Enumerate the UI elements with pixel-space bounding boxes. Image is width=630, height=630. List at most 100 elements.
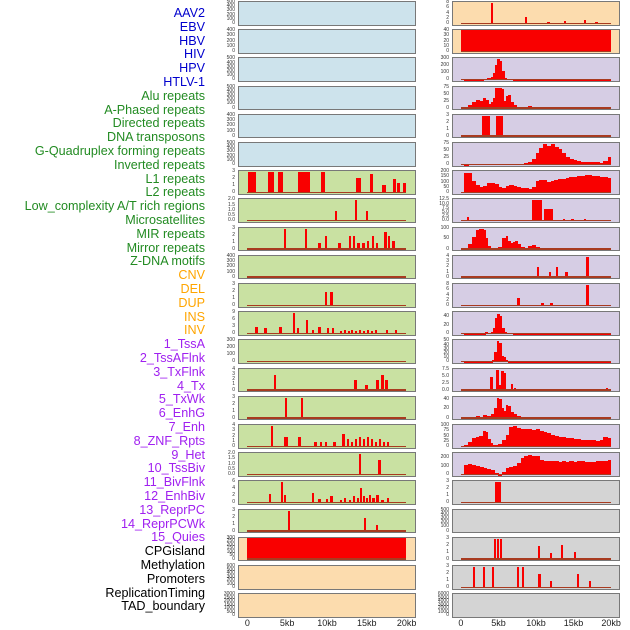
y-tick-label: 6 (446, 4, 449, 11)
track-label-DNA transposons: DNA transposons (106, 130, 205, 145)
zero-baseline (460, 389, 611, 391)
area-slice (490, 442, 494, 448)
area-slice (483, 97, 486, 109)
area-slice (577, 439, 582, 448)
area-slice (492, 72, 496, 81)
area-slice (550, 144, 555, 166)
y-tick-label: 300 (226, 337, 235, 344)
data-bar (318, 327, 321, 335)
data-bar (279, 327, 282, 335)
y-tick-label: 200 (440, 168, 449, 175)
area-slice (539, 431, 544, 448)
area-slice (531, 186, 537, 194)
area-slice (507, 241, 511, 250)
y-tick-label: 30 (443, 345, 449, 352)
area-slice (483, 415, 488, 419)
area-slice (528, 188, 533, 194)
data-bar (543, 208, 554, 222)
area-slice (485, 238, 489, 250)
track-chart-7_Enh (452, 226, 620, 252)
area-slice (498, 399, 502, 419)
area-slice (509, 184, 514, 194)
data-bar (330, 292, 333, 307)
data-bar (375, 242, 379, 250)
area-slice (588, 462, 593, 476)
y-tick-label: 40 (443, 27, 449, 34)
data-bar (311, 492, 315, 504)
area-slice (524, 428, 529, 448)
data-bar (394, 329, 398, 335)
track-label-Low_complexity A/T rich regions: Low_complexity A/T rich regions (24, 199, 205, 214)
y-tick-label: 1 (232, 407, 235, 414)
zero-baseline (247, 219, 407, 222)
area-slice (588, 439, 593, 448)
zero-baseline (460, 304, 611, 307)
y-tick-label: 40 (443, 341, 449, 348)
area-slice (577, 160, 582, 166)
y-tick-label: 2 (232, 231, 235, 238)
track-label-CNV: CNV (178, 268, 205, 283)
y-tick-label: 300 (226, 92, 235, 98)
track-chart-11_BivFlnk (452, 339, 620, 364)
data-bar (264, 328, 267, 335)
area-slice (565, 437, 570, 448)
y-tick-label: 1.0 (228, 460, 235, 467)
area-slice (573, 461, 578, 476)
data-bar (524, 16, 528, 25)
area-slice (520, 458, 525, 476)
area-slice (546, 461, 552, 476)
area-slice (565, 177, 570, 194)
data-bar (320, 172, 325, 194)
y-tick-label: 2.0 (228, 196, 235, 203)
area-slice (565, 461, 570, 476)
y-tick-label: 1 (446, 577, 449, 583)
area-slice (483, 185, 488, 194)
y-tick-label: 3 (446, 111, 449, 118)
y-tick-label: 10 (443, 354, 449, 361)
data-bar (386, 498, 390, 504)
data-bar (298, 436, 301, 448)
x-axis-label: 20kb (396, 617, 417, 628)
data-bar (555, 267, 558, 278)
area-slice (513, 105, 518, 109)
y-tick-label: 0.5 (228, 465, 235, 472)
data-bar (348, 235, 351, 250)
area-slice (554, 179, 559, 194)
data-bar (362, 330, 366, 335)
track-label-Microsatellites: Microsatellites (125, 213, 205, 227)
area-slice (471, 180, 476, 194)
y-tick-label: 0 (232, 189, 235, 196)
y-tick-label: 0.0 (228, 471, 235, 478)
y-tick-label: 20 (443, 405, 449, 412)
area-slice (543, 432, 548, 448)
y-tick-label: 7.5 (442, 204, 449, 211)
track-chart-EBV (238, 29, 416, 54)
track-chart-6_EnhG (452, 198, 620, 223)
zero-baseline (460, 107, 611, 109)
y-tick-label: 500 (226, 0, 235, 5)
area-slice (496, 397, 500, 419)
track-label-12_EnhBiv: 12_EnhBiv (144, 489, 205, 503)
y-tick-label: 400 (226, 59, 235, 66)
area-slice (577, 176, 582, 194)
area-slice (599, 461, 604, 476)
data-bar (325, 499, 328, 504)
area-slice (498, 87, 502, 109)
track-label-4_Tx: 4_Tx (177, 378, 205, 393)
track-label-10_TssBiv: 10_TssBiv (147, 461, 205, 476)
track-chart-TAD_boundary (452, 593, 620, 618)
y-tick-label: 1 (446, 492, 449, 499)
data-bar (366, 498, 369, 504)
y-tick-label: 50 (443, 432, 449, 439)
y-tick-label: 500 (226, 608, 235, 615)
data-bar (466, 217, 470, 222)
data-bar (491, 567, 495, 589)
y-tick-label: 100 (440, 462, 449, 469)
zero-baseline (460, 135, 611, 137)
area-slice (499, 60, 503, 81)
y-tick-label: 1500 (223, 601, 235, 608)
zero-baseline (460, 163, 611, 166)
y-tick-label: 0 (232, 527, 235, 534)
track-chart-Directed repeats (238, 226, 416, 252)
track-label-MIR repeats: MIR repeats (136, 226, 205, 241)
